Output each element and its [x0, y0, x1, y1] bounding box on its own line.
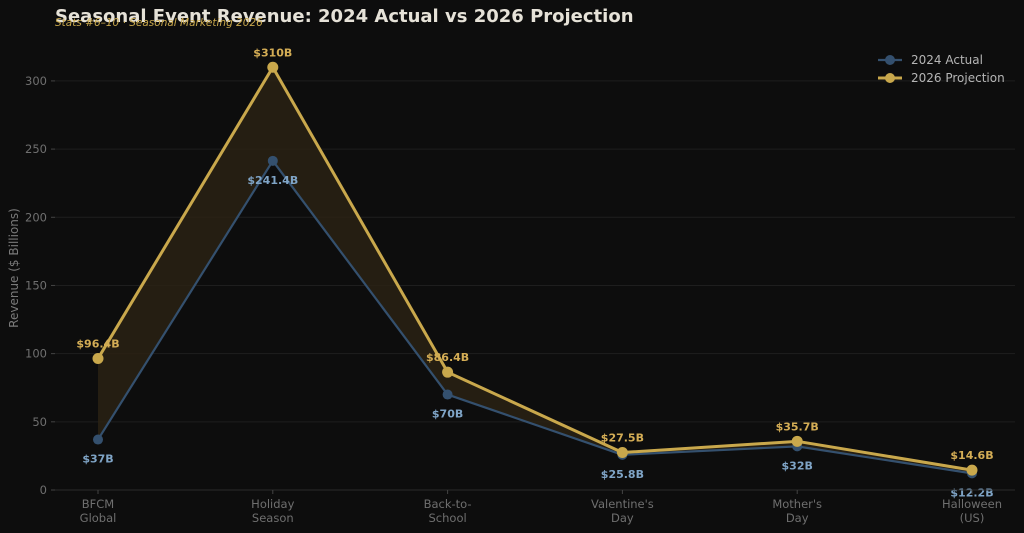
- y-tick-label-0: 0: [40, 483, 47, 497]
- x-tick-label-0-1: Global: [80, 511, 117, 525]
- x-tick-label-2-1: School: [429, 511, 467, 525]
- series-line-2024-actual: [97, 159, 973, 475]
- series-line-2026-projection: [96, 65, 973, 472]
- x-tick-label-3-0: Valentine's: [591, 497, 654, 511]
- data-label-actual-2: $70B: [432, 408, 463, 421]
- data-label-projection-1: $310B: [253, 46, 292, 59]
- x-tick-label-4-0: Mother's: [772, 497, 822, 511]
- y-tick-label-300: 300: [25, 74, 47, 88]
- x-tick-label-0-0: BFCM: [82, 497, 114, 511]
- y-tick-label-100: 100: [25, 347, 47, 361]
- legend-marker-2024-actual: [885, 55, 895, 65]
- data-label-projection-3: $27.5B: [601, 432, 644, 445]
- point-2024-actual-2: [442, 389, 453, 400]
- chart-subtitle: Stats #6–10 · Seasonal Marketing 2026: [55, 17, 263, 29]
- data-label-actual-1: $241.4B: [247, 174, 298, 187]
- data-label-projection-4: $35.7B: [776, 420, 819, 433]
- fill-between-area: [98, 67, 972, 474]
- point-2026-projection-4: [791, 435, 803, 447]
- point-2026-projection-1: [267, 61, 279, 73]
- point-2024-actual-1: [267, 155, 278, 166]
- y-tick-label-200: 200: [25, 210, 47, 224]
- series-layer: [92, 61, 978, 479]
- y-tick-label-50: 50: [32, 415, 47, 429]
- point-2026-projection-5: [966, 464, 978, 476]
- data-label-projection-2: $86.4B: [426, 351, 469, 364]
- x-tick-label-1-1: Season: [252, 511, 294, 525]
- y-axis-label: Revenue ($ Billions): [7, 208, 21, 328]
- y-tick-label-150: 150: [25, 278, 47, 292]
- legend-label-2026-projection: 2026 Projection: [911, 71, 1005, 85]
- point-2026-projection-2: [442, 366, 454, 378]
- data-label-projection-0: $96.4B: [76, 338, 119, 351]
- chart-title: Seasonal Event Revenue: 2024 Actual vs 2…: [55, 6, 634, 27]
- point-2026-projection-0: [92, 353, 104, 365]
- data-label-actual-3: $25.8B: [601, 468, 644, 481]
- data-label-projection-5: $14.6B: [950, 449, 993, 462]
- point-2024-actual-0: [93, 434, 103, 445]
- data-label-actual-0: $37B: [82, 453, 113, 466]
- x-tick-label-4-1: Day: [786, 511, 809, 525]
- y-tick-label-250: 250: [25, 142, 47, 156]
- x-tick-label-1-0: Holiday: [251, 497, 294, 511]
- x-tick-label-5-0: Halloween: [942, 497, 1002, 511]
- legend: 2024 Actual 2026 Projection: [878, 53, 1005, 85]
- data-label-layer: $37B$241.4B$70B$25.8B$32B$12.2B$96.4B$31…: [76, 46, 993, 499]
- legend-marker-2026-projection: [885, 73, 895, 83]
- x-tick-label-2-0: Back-to-: [424, 497, 472, 511]
- x-tick-label-5-1: (US): [960, 511, 985, 525]
- x-tick-label-3-1: Day: [611, 511, 634, 525]
- legend-label-2024-actual: 2024 Actual: [911, 53, 983, 67]
- data-label-actual-4: $32B: [782, 459, 813, 472]
- fill-between-layer: [98, 67, 972, 474]
- point-2026-projection-3: [616, 447, 628, 458]
